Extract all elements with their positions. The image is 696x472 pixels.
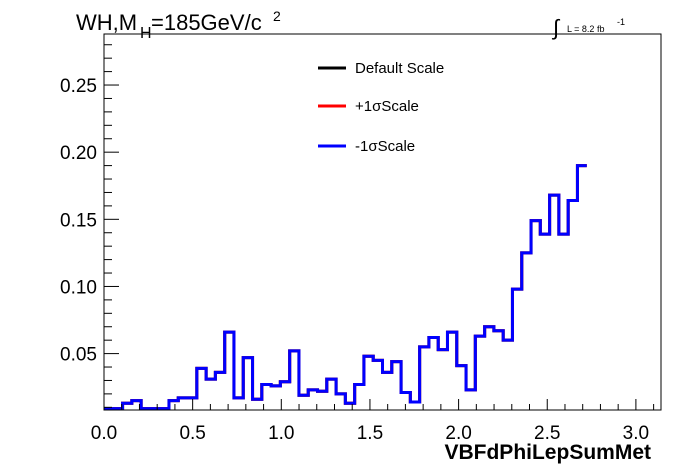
luminosity-text: L = 8.2 fb [567, 24, 604, 34]
series-layer [104, 164, 587, 411]
luminosity-superscript: -1 [617, 17, 625, 27]
title-subscript: H [140, 25, 152, 42]
x-axis: 0.0 0.5 1.0 1.5 2.0 2.5 3.0 [91, 399, 655, 444]
x-tick-label: 2.5 [534, 423, 560, 444]
y-tick-label: 0.10 [60, 277, 97, 298]
luminosity-label: ∫ L = 8.2 fb -1 [551, 15, 625, 40]
chart-title: WH,M H =185GeV/c 2 [76, 8, 281, 42]
legend-entry: -1σScale [318, 138, 415, 155]
series-line-3 [104, 164, 587, 411]
title-value: =185GeV/c [151, 10, 262, 35]
integral-symbol: ∫ [551, 15, 561, 40]
y-tick-label: 0.15 [60, 210, 97, 231]
x-tick-label: 2.0 [445, 423, 471, 444]
legend-label: -1σScale [355, 138, 415, 155]
x-axis-label: VBFdPhiLepSumMet [444, 441, 651, 464]
x-tick-label: 0.0 [91, 423, 117, 444]
plot-frame [103, 33, 662, 411]
legend-label: +1σScale [355, 98, 419, 115]
x-tick-label: 1.5 [357, 423, 383, 444]
title-superscript: 2 [273, 8, 281, 24]
y-tick-label: 0.25 [60, 76, 97, 97]
y-tick-label: 0.05 [60, 345, 97, 366]
title-main: WH,M [76, 10, 137, 35]
legend: Default Scale +1σScale -1σScale [318, 60, 444, 155]
y-axis: 0.05 0.10 0.15 0.20 0.25 [60, 44, 119, 408]
x-tick-label: 1.0 [268, 423, 294, 444]
x-tick-label: 0.5 [179, 423, 205, 444]
x-tick-label: 3.0 [623, 423, 649, 444]
y-tick-label: 0.20 [60, 143, 97, 164]
legend-entry: Default Scale [318, 60, 444, 77]
legend-entry: +1σScale [318, 98, 419, 115]
legend-label: Default Scale [355, 60, 444, 77]
